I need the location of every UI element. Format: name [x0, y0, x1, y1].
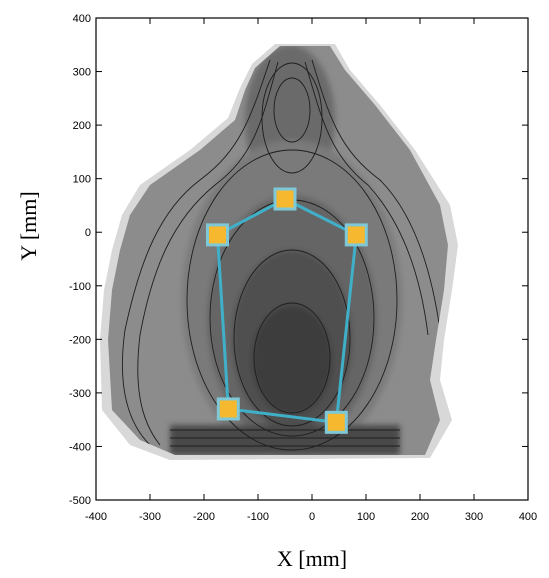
data-point-marker: [206, 223, 229, 247]
data-point-marker: [344, 223, 368, 247]
contour-line: [170, 429, 400, 447]
contour-line: [233, 249, 351, 427]
x-tick-label: 300: [465, 511, 483, 523]
x-tick-label: 0: [309, 511, 315, 523]
y-axis-label: Y [mm]: [16, 191, 41, 260]
contour-line: [137, 61, 279, 446]
contour-line: [311, 59, 441, 331]
contour-line: [186, 149, 398, 451]
x-tick-label: -100: [247, 511, 269, 523]
x-tick-label: -200: [193, 511, 215, 523]
contour-region: [252, 305, 332, 415]
contour-line: [253, 302, 331, 414]
x-axis-label: X [mm]: [277, 546, 347, 571]
contour-line: [273, 77, 311, 143]
x-tick-label: 400: [519, 511, 537, 523]
contour-map: [100, 44, 458, 460]
data-point-marker: [216, 397, 240, 421]
y-tick-label: -200: [69, 334, 91, 346]
y-tick-label: 200: [73, 120, 91, 132]
contour-line: [261, 62, 323, 174]
x-tick-label: 100: [357, 511, 375, 523]
data-point-marker: [273, 187, 297, 211]
y-tick-label: 300: [73, 67, 91, 79]
x-tick-label: -300: [139, 511, 161, 523]
contour-region: [170, 425, 400, 455]
x-tick-label: 200: [411, 511, 429, 523]
x-tick-label: -400: [85, 511, 107, 523]
y-tick-label: 0: [85, 227, 91, 239]
y-tick-label: 100: [73, 174, 91, 186]
y-tick-label: -300: [69, 388, 91, 400]
y-tick-label: -500: [69, 495, 91, 507]
y-tick-label: -100: [69, 281, 91, 293]
contour-line: [121, 59, 271, 446]
y-tick-label: 400: [73, 13, 91, 25]
y-tick-label: -400: [69, 441, 91, 453]
data-point-marker: [324, 410, 348, 434]
contour-line: [304, 61, 429, 336]
